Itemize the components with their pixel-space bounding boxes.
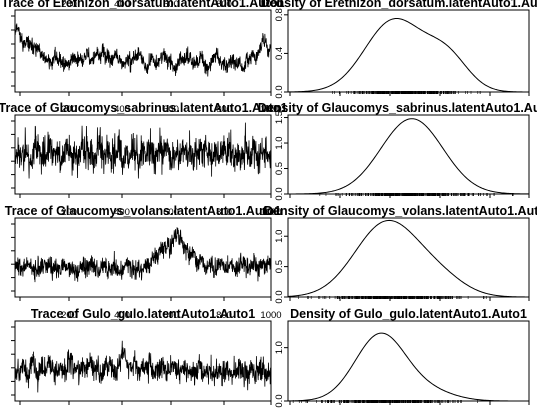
x-tick-label: 1000 xyxy=(260,310,281,321)
x-tick-label: 200 xyxy=(61,207,77,218)
density-curve xyxy=(287,219,529,298)
chart-title: Density of Gulo_gulo.latentAuto1.Auto1 xyxy=(290,307,527,321)
chart-panel-8: Density of Gulo_gulo.latentAuto1.Auto1 0.… xyxy=(274,307,530,408)
y-tick-label: 0.4 xyxy=(274,47,285,60)
chart-panel-4: Density of Glaucomys_sabrinus.latentAuto… xyxy=(258,101,537,201)
trace-line xyxy=(14,122,272,179)
x-tick-label: 800 xyxy=(216,310,232,321)
y-tick-label: 0.5 xyxy=(274,162,285,175)
x-tick-label: 1000 xyxy=(260,0,281,10)
chart-title: Trace of Gulo_gulo.latentAuto1.Auto1 xyxy=(31,307,255,321)
y-tick-label: 1.5 xyxy=(274,111,285,124)
x-tick-label: 200 xyxy=(61,310,77,321)
plot-frame xyxy=(287,114,530,195)
y-tick-label: 1.0 xyxy=(274,136,285,149)
chart-title: Density of Glaucomys_sabrinus.latentAuto… xyxy=(258,101,537,115)
chart-panel-5: Trace of Glaucomys_volans.latentAuto1.Au… xyxy=(5,204,282,301)
chart-panel-2: Density of Erethizon_dorsatum.latentAuto… xyxy=(261,0,537,99)
x-tick-label: 400 xyxy=(114,104,130,115)
trace-line xyxy=(14,23,272,77)
y-tick-label: 1.0 xyxy=(274,230,285,243)
x-tick-label: 400 xyxy=(114,0,130,10)
chart-panel-3: Trace of Glaucomys_sabrinus.latentAuto1.… xyxy=(0,101,288,198)
y-tick-label: 0.0 xyxy=(274,290,285,303)
x-tick-label: 600 xyxy=(163,207,179,218)
x-tick-label: 800 xyxy=(216,0,232,10)
y-tick-label: 0.8 xyxy=(274,8,285,21)
density-curve xyxy=(287,17,530,93)
chart-title: Trace of Glaucomys_volans.latentAuto1.Au… xyxy=(5,204,282,218)
x-tick-label: 400 xyxy=(114,310,130,321)
chart-title: Density of Glaucomys_volans.latentAuto1.… xyxy=(264,204,537,218)
x-tick-label: 1000 xyxy=(260,104,281,115)
density-curve xyxy=(288,118,530,195)
x-tick-label: 600 xyxy=(163,104,179,115)
x-tick-label: 200 xyxy=(61,104,77,115)
x-tick-label: 200 xyxy=(61,0,77,10)
chart-title: Density of Erethizon_dorsatum.latentAuto… xyxy=(261,0,537,10)
x-tick-label: 400 xyxy=(114,207,130,218)
y-tick-label: 0.0 xyxy=(274,394,285,407)
chart-panel-6: Density of Glaucomys_volans.latentAuto1.… xyxy=(264,204,537,304)
x-tick-label: 1000 xyxy=(260,207,281,218)
y-tick-label: 0.0 xyxy=(274,187,285,200)
y-tick-label: 0.0 xyxy=(274,85,285,98)
chart-title: Trace of Glaucomys_sabrinus.latentAuto1.… xyxy=(0,101,288,115)
x-tick-label: 600 xyxy=(163,0,179,10)
x-tick-label: 800 xyxy=(216,104,232,115)
y-tick-label: 1.0 xyxy=(274,341,285,354)
density-curve xyxy=(287,332,529,402)
plot-frame xyxy=(14,320,272,402)
plot-frame xyxy=(14,217,272,298)
y-tick-label: 0.5 xyxy=(274,260,285,273)
plot-frame xyxy=(287,320,530,402)
chart-panel-1: Trace of Erethizon_dorsatum.latentAuto1.… xyxy=(1,0,285,96)
plot-frame xyxy=(287,217,530,298)
trace-line xyxy=(14,340,272,393)
x-tick-label: 800 xyxy=(216,207,232,218)
trace-line xyxy=(14,227,272,283)
x-tick-label: 600 xyxy=(163,310,179,321)
plot-frame xyxy=(14,9,272,93)
chart-title: Trace of Erethizon_dorsatum.latentAuto1.… xyxy=(1,0,284,10)
